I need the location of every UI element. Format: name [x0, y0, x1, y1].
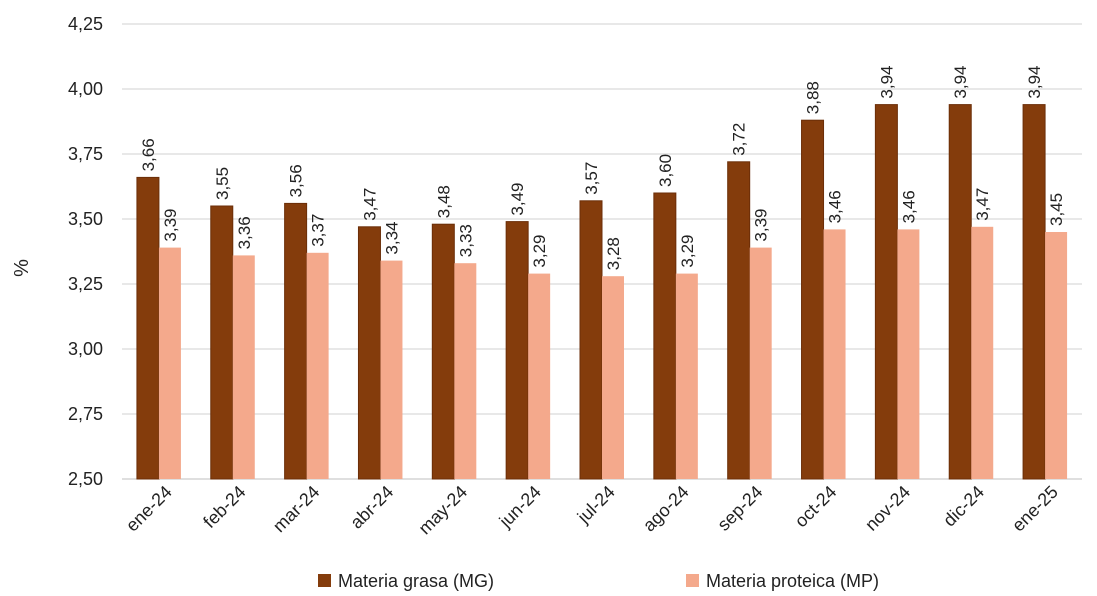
- data-label: 3,34: [382, 222, 401, 255]
- x-tick-label: feb-24: [199, 482, 249, 532]
- bar-materia-grasa: [357, 226, 381, 480]
- bar-materia-proteica: [1045, 232, 1068, 479]
- bar-materia-proteica: [232, 255, 255, 479]
- bar-materia-grasa: [136, 176, 160, 480]
- bar-materia-proteica: [897, 229, 920, 479]
- data-labels: 3,663,393,553,363,563,373,473,343,483,33…: [139, 66, 1066, 271]
- bar-materia-grasa: [431, 223, 455, 480]
- data-label: 3,47: [360, 188, 379, 221]
- x-tick-label: ago-24: [639, 482, 693, 536]
- y-tick-label: 4,25: [68, 14, 103, 34]
- legend-swatch-materia-grasa: [318, 574, 331, 587]
- bar-materia-grasa: [948, 104, 972, 480]
- data-label: 3,56: [287, 164, 306, 197]
- bar-materia-grasa: [727, 161, 751, 480]
- y-tick-label: 3,25: [68, 274, 103, 294]
- data-label: 3,28: [604, 237, 623, 270]
- y-tick-label: 3,00: [68, 339, 103, 359]
- legend: Materia grasa (MG) Materia proteica (MP): [318, 571, 879, 591]
- bar-materia-proteica: [823, 229, 846, 479]
- bar-materia-grasa: [284, 202, 308, 480]
- x-tick-label: nov-24: [861, 482, 914, 535]
- y-tick-label: 3,75: [68, 144, 103, 164]
- data-label: 3,33: [456, 224, 475, 257]
- bars: [136, 104, 1068, 480]
- bar-materia-proteica: [675, 273, 698, 479]
- data-label: 3,47: [973, 188, 992, 221]
- x-tick-label: mar-24: [269, 482, 323, 536]
- data-label: 3,37: [309, 214, 328, 247]
- data-label: 3,60: [656, 154, 675, 187]
- x-tick-label: abr-24: [346, 482, 397, 533]
- data-label: 3,88: [804, 81, 823, 114]
- bar-materia-proteica: [454, 263, 477, 479]
- data-label: 3,36: [235, 216, 254, 249]
- data-label: 3,94: [1025, 66, 1044, 99]
- legend-label-materia-proteica: Materia proteica (MP): [706, 571, 879, 591]
- data-label: 3,45: [1047, 193, 1066, 226]
- x-tick-label: ene-24: [122, 482, 176, 536]
- x-tick-label: dic-24: [939, 482, 988, 531]
- bar-materia-proteica: [158, 247, 181, 479]
- legend-label-materia-grasa: Materia grasa (MG): [338, 571, 494, 591]
- x-tick-label: ene-25: [1008, 482, 1062, 536]
- bar-materia-proteica: [380, 260, 403, 479]
- data-label: 3,57: [582, 162, 601, 195]
- y-tick-label: 4,00: [68, 79, 103, 99]
- data-label: 3,39: [752, 209, 771, 242]
- x-tick-label: may-24: [415, 482, 472, 539]
- bar-materia-proteica: [749, 247, 772, 479]
- bar-materia-grasa: [801, 119, 825, 480]
- data-label: 3,48: [434, 185, 453, 218]
- data-label: 3,94: [951, 66, 970, 99]
- bar-materia-grasa: [1022, 104, 1046, 480]
- data-label: 3,39: [161, 209, 180, 242]
- x-tick-label: sep-24: [713, 482, 766, 535]
- y-axis-ticks: 2,50 2,75 3,00 3,25 3,50 3,75 4,00 4,25: [68, 14, 103, 489]
- bar-materia-proteica: [528, 273, 551, 479]
- x-axis-ticks: ene-24 feb-24 mar-24 abr-24 may-24 jun-24 jul-…: [122, 482, 1062, 539]
- bar-materia-grasa: [210, 205, 234, 480]
- bar-materia-grasa: [874, 104, 898, 480]
- bar-materia-proteica: [306, 252, 329, 479]
- y-tick-label: 2,50: [68, 469, 103, 489]
- data-label: 3,66: [139, 138, 158, 171]
- data-label: 3,46: [826, 190, 845, 223]
- x-tick-label: oct-24: [791, 482, 841, 532]
- x-tick-label: jul-24: [573, 482, 619, 528]
- y-tick-label: 3,50: [68, 209, 103, 229]
- data-label: 3,29: [530, 235, 549, 268]
- bar-materia-grasa: [579, 200, 603, 480]
- bar-materia-proteica: [971, 226, 994, 479]
- data-label: 3,72: [730, 123, 749, 156]
- data-label: 3,49: [508, 183, 527, 216]
- data-label: 3,55: [213, 167, 232, 200]
- data-label: 3,46: [899, 190, 918, 223]
- bar-materia-grasa: [505, 221, 529, 480]
- data-label: 3,94: [877, 66, 896, 99]
- y-axis-title: %: [11, 259, 33, 277]
- y-tick-label: 2,75: [68, 404, 103, 424]
- x-tick-label: jun-24: [495, 482, 545, 532]
- bar-materia-grasa: [653, 192, 677, 480]
- data-label: 3,29: [678, 235, 697, 268]
- bar-materia-proteica: [602, 276, 624, 479]
- legend-swatch-materia-proteica: [686, 574, 699, 587]
